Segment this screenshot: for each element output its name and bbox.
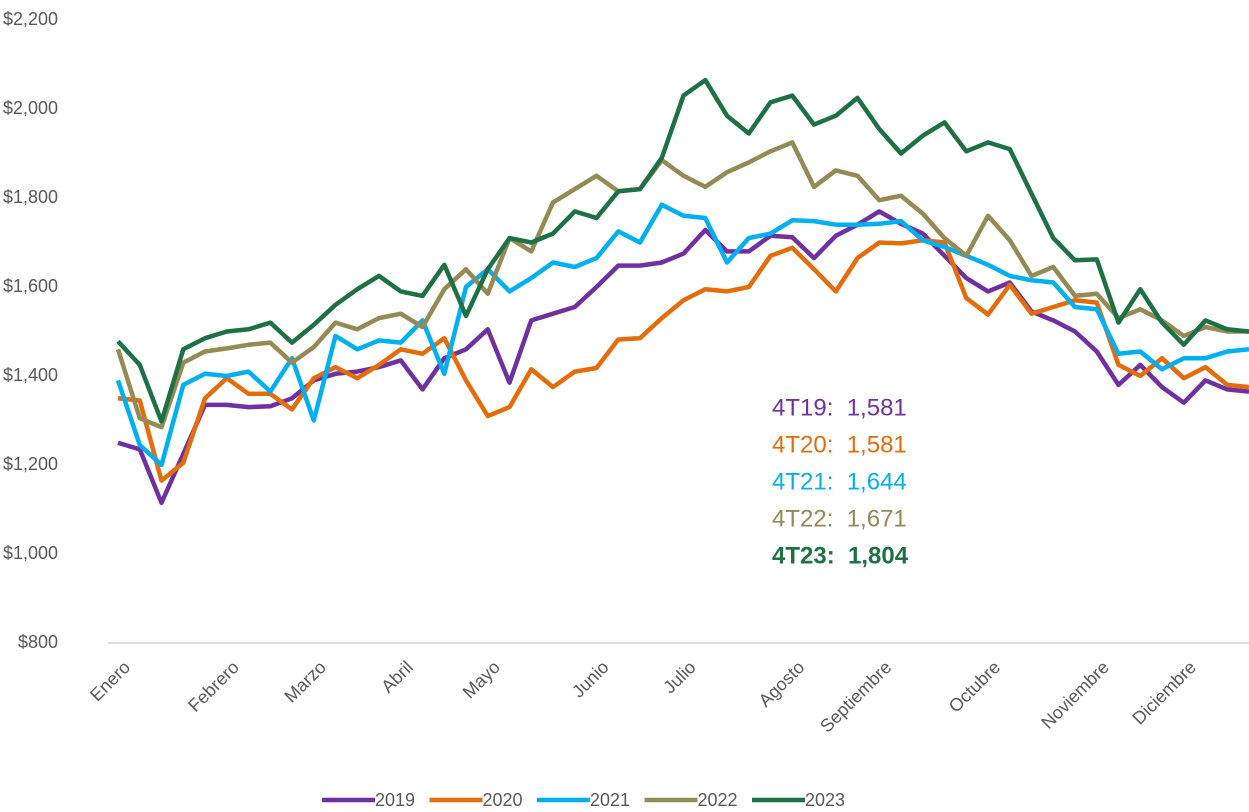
series-line: [115, 202, 1249, 468]
x-tick-label: Noviembre: [1037, 657, 1113, 733]
x-tick-label: Junio: [568, 657, 613, 702]
x-tick-label: Septiembre: [816, 657, 895, 736]
legend-label: 2022: [698, 790, 738, 810]
y-tick-label: $2,000: [3, 98, 58, 118]
legend-label: 2019: [375, 790, 415, 810]
series-line: [115, 140, 1249, 430]
y-tick-label: $2,200: [3, 9, 58, 29]
annotation: 4T21: 1,644: [772, 468, 907, 495]
x-tick-label: Marzo: [280, 657, 330, 707]
x-tick-label: Abril: [377, 657, 417, 697]
y-tick-label: $1,400: [3, 365, 58, 385]
series-line: [116, 77, 1249, 424]
annotation: 4T23: 1,804: [772, 542, 909, 569]
y-tick-label: $1,000: [3, 543, 58, 563]
x-tick-label: Julio: [659, 657, 699, 697]
annotation: 4T20: 1,581: [772, 431, 907, 458]
x-tick-label: Diciembre: [1128, 657, 1199, 728]
annotation: 4T19: 1,581: [772, 394, 907, 421]
x-tick-label: Agosto: [755, 657, 809, 711]
x-tick-label: Mayo: [459, 657, 504, 702]
legend-label: 2023: [805, 790, 845, 810]
x-tick-label: Enero: [86, 657, 134, 705]
y-tick-label: $1,200: [3, 454, 58, 474]
y-tick-label: $800: [18, 632, 58, 652]
y-tick-label: $1,600: [3, 276, 58, 296]
series-line: [117, 238, 1249, 483]
legend-label: 2021: [590, 790, 630, 810]
annotation: 4T22: 1,671: [772, 505, 907, 532]
y-tick-label: $1,800: [3, 187, 58, 207]
x-tick-label: Febrero: [184, 657, 243, 716]
legend-label: 2020: [483, 790, 523, 810]
x-tick-label: Octubre: [945, 657, 1004, 716]
